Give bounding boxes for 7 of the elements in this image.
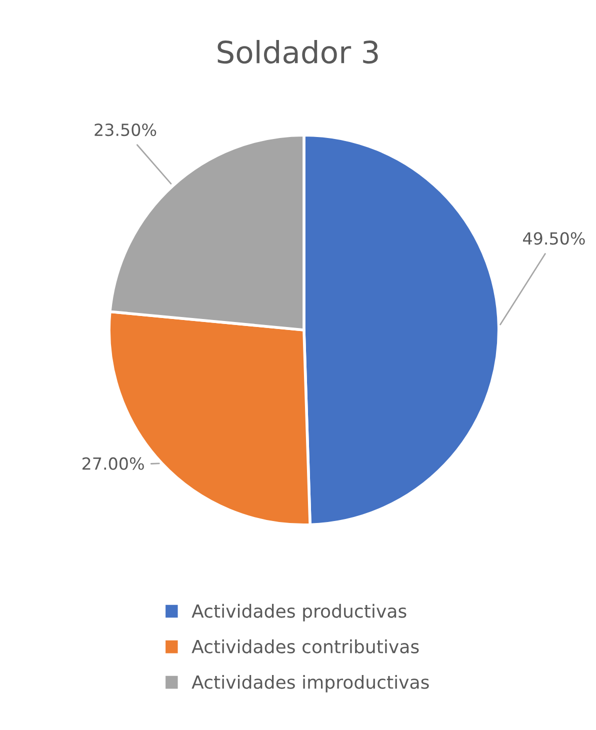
chart-title: Soldador 3 (218, 40, 378, 64)
data-label: 49.50% (523, 232, 585, 245)
legend-label: Actividades improductivas (192, 674, 429, 692)
legend-label: Actividades productivas (192, 604, 406, 622)
data-label: 23.50% (94, 123, 156, 136)
legend-label: Actividades contributivas (192, 639, 419, 654)
data-label: 27.00% (82, 457, 144, 470)
